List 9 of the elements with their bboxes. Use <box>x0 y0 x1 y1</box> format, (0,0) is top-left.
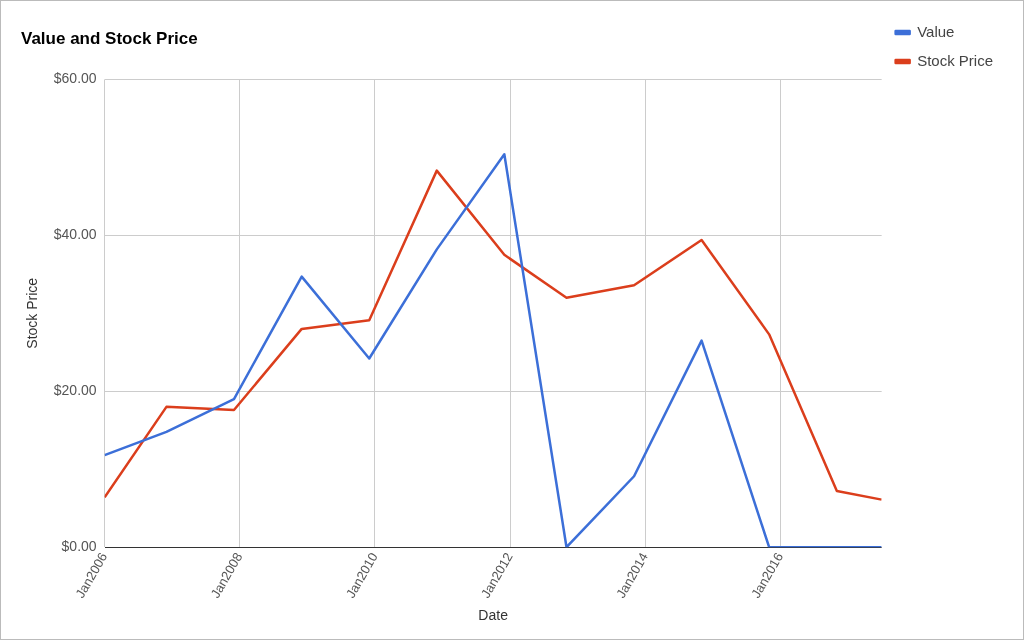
legend-label: Value <box>917 22 955 40</box>
y-tick-label: $0.00 <box>61 538 97 555</box>
y-tick-label: $60.00 <box>53 70 97 87</box>
chart-title: Value and Stock Price <box>21 28 198 48</box>
y-tick-label: $40.00 <box>53 226 97 243</box>
y-tick-label: $20.00 <box>53 382 97 399</box>
y-axis-title: Stock Price <box>24 277 41 349</box>
legend-label: Stock Price <box>917 51 993 69</box>
x-axis-title: Date <box>478 607 509 624</box>
